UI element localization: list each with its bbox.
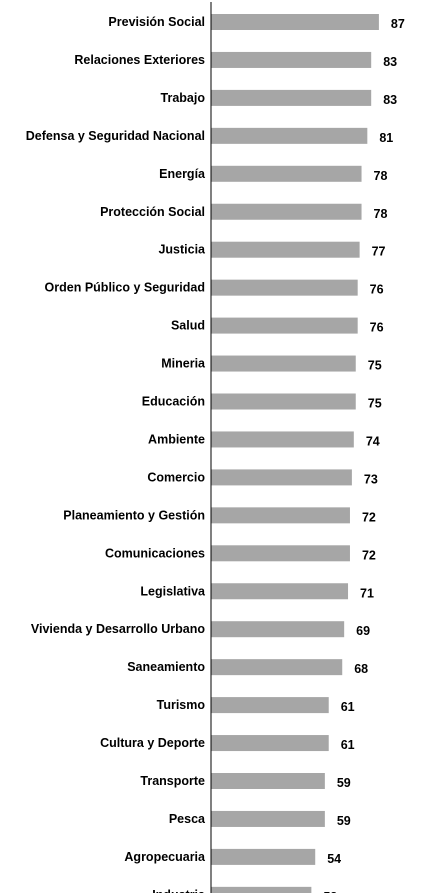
category-label-mineria: Mineria — [161, 357, 206, 371]
bar-defensa-y-seguridad-nacional — [211, 127, 368, 144]
value-label-trabajo: 83 — [383, 93, 397, 107]
value-label-proteccion-social: 78 — [374, 207, 388, 221]
bar-prevision-social — [211, 14, 379, 30]
category-label-industria: Industria — [152, 888, 206, 893]
bar-proteccion-social — [211, 203, 362, 220]
bar-relaciones-exteriores — [211, 51, 372, 68]
bar-legislativa — [211, 583, 349, 600]
value-label-legislativa: 71 — [360, 586, 374, 600]
category-label-relaciones-exteriores: Relaciones Exteriores — [74, 53, 205, 67]
bar-salud — [211, 317, 358, 334]
bar-ambiente — [211, 431, 354, 448]
value-label-mineria: 75 — [368, 359, 382, 373]
category-label-pesca: Pesca — [169, 812, 206, 826]
value-label-vivienda-y-desarrollo-urbano: 69 — [356, 624, 370, 638]
bar-comercio — [211, 469, 352, 486]
category-label-trabajo: Trabajo — [161, 91, 206, 105]
category-label-ambiente: Ambiente — [148, 432, 205, 446]
category-label-planeamiento-y-gestion: Planeamiento y Gestión — [63, 508, 205, 522]
value-label-orden-publico-y-seguridad: 76 — [370, 283, 384, 297]
category-labels-layer: Previsión Social Relaciones Exteriores Tra… — [26, 15, 206, 893]
bar-turismo — [211, 697, 329, 714]
bar-educacion — [211, 393, 356, 410]
category-label-salud: Salud — [171, 319, 205, 333]
bar-vivienda-y-desarrollo-urbano — [211, 621, 345, 638]
value-label-comercio: 73 — [364, 472, 378, 486]
value-label-transporte: 59 — [337, 776, 351, 790]
value-label-ambiente: 74 — [366, 434, 380, 448]
value-label-turismo: 61 — [341, 700, 355, 714]
bar-trabajo — [211, 89, 372, 106]
value-label-agropecuaria: 54 — [327, 852, 341, 866]
bar-agropecuaria — [211, 848, 316, 865]
category-label-justicia: Justicia — [158, 243, 206, 257]
value-label-defensa-y-seguridad-nacional: 81 — [379, 131, 393, 145]
value-label-salud: 76 — [370, 321, 384, 335]
category-label-energia: Energía — [159, 167, 206, 181]
category-label-cultura-y-deporte: Cultura y Deporte — [100, 736, 205, 750]
value-label-planeamiento-y-gestion: 72 — [362, 510, 376, 524]
category-label-proteccion-social: Protección Social — [100, 205, 205, 219]
value-label-educacion: 75 — [368, 397, 382, 411]
bar-saneamiento — [211, 659, 343, 676]
bar-pesca — [211, 810, 325, 827]
category-label-legislativa: Legislativa — [140, 584, 206, 598]
bar-orden-publico-y-seguridad — [211, 279, 358, 296]
value-label-energia: 78 — [374, 169, 388, 183]
value-label-prevision-social: 87 — [391, 17, 405, 31]
value-label-justicia: 77 — [372, 245, 386, 259]
category-label-turismo: Turismo — [157, 698, 206, 712]
value-label-saneamiento: 68 — [354, 662, 368, 676]
category-label-educacion: Educación — [142, 395, 205, 409]
category-label-prevision-social: Previsión Social — [108, 15, 205, 29]
value-label-cultura-y-deporte: 61 — [341, 738, 355, 752]
bar-comunicaciones — [211, 545, 350, 562]
value-label-relaciones-exteriores: 83 — [383, 55, 397, 69]
category-label-saneamiento: Saneamiento — [127, 660, 205, 674]
bar-cultura-y-deporte — [211, 735, 329, 752]
category-label-agropecuaria: Agropecuaria — [124, 850, 206, 864]
category-label-orden-publico-y-seguridad: Orden Público y Seguridad — [45, 281, 205, 295]
value-label-comunicaciones: 72 — [362, 548, 376, 562]
category-label-comercio: Comercio — [147, 470, 205, 484]
bars-layer — [211, 14, 379, 893]
bar-industria — [211, 886, 312, 893]
category-label-defensa-y-seguridad-nacional: Defensa y Seguridad Nacional — [26, 129, 205, 143]
bar-energia — [211, 165, 362, 182]
value-labels-layer: 87 83 83 81 78 78 77 76 76 75 75 74 73 72 72 71 69 68 61 61… — [323, 17, 405, 893]
bar-transporte — [211, 773, 325, 789]
bar-planeamiento-y-gestion — [211, 507, 350, 524]
bar-mineria — [211, 355, 356, 372]
value-label-industria: 52 — [323, 890, 337, 893]
value-label-pesca: 59 — [337, 814, 351, 828]
category-label-comunicaciones: Comunicaciones — [105, 546, 205, 560]
category-label-transporte: Transporte — [140, 774, 205, 788]
bar-justicia — [211, 241, 360, 258]
category-label-vivienda-y-desarrollo-urbano: Vivienda y Desarrollo Urbano — [31, 622, 205, 636]
